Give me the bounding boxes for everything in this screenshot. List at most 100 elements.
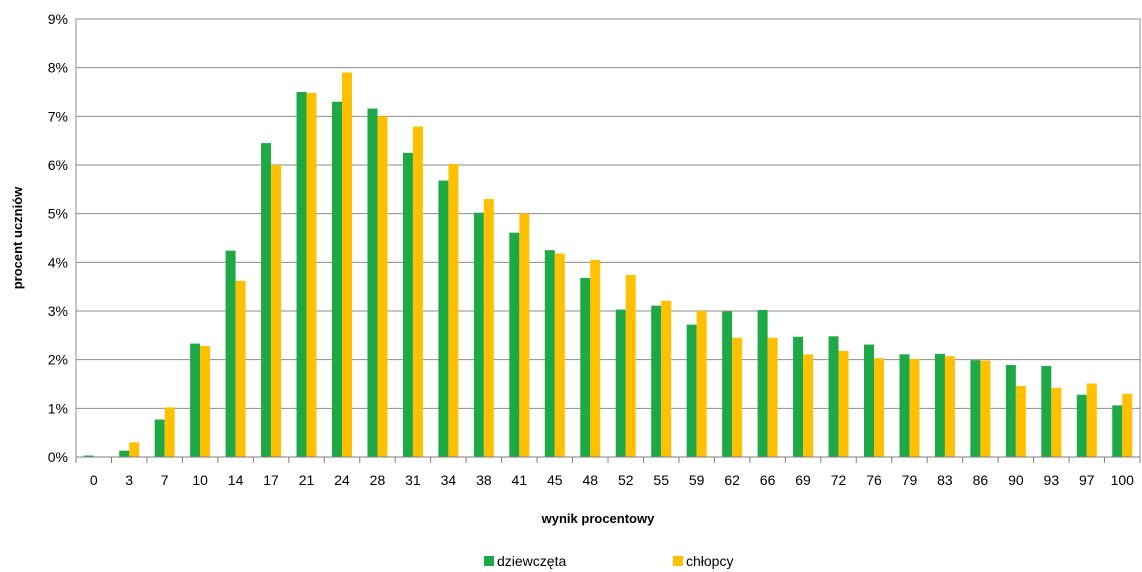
x-tick-label: 52 xyxy=(618,472,634,488)
x-tick-label: 97 xyxy=(1079,472,1095,488)
y-tick-label: 8% xyxy=(48,60,68,76)
x-tick-label: 86 xyxy=(973,472,989,488)
bar-dziewczeta xyxy=(934,353,945,457)
bar-chlopcy xyxy=(554,253,565,457)
bar-dziewczeta xyxy=(1112,405,1123,457)
bar-chlopcy xyxy=(732,337,743,457)
bar-chlopcy xyxy=(1122,393,1133,457)
bar-chlopcy xyxy=(271,165,282,457)
bar-chlopcy xyxy=(519,213,530,457)
x-tick-label: 83 xyxy=(937,472,953,488)
y-tick-label: 4% xyxy=(48,254,68,270)
bar-chlopcy xyxy=(874,358,884,457)
bar-dziewczeta xyxy=(757,310,768,457)
bar-dziewczeta xyxy=(119,450,130,457)
x-tick-label: 24 xyxy=(334,472,350,488)
bar-dziewczeta xyxy=(1005,365,1016,457)
bar-chlopcy xyxy=(1015,385,1026,457)
bar-chlopcy xyxy=(944,356,955,457)
x-tick-label: 41 xyxy=(512,472,528,488)
x-tick-label: 3 xyxy=(125,472,133,488)
x-tick-label: 0 xyxy=(90,472,98,488)
legend-label: dziewczęta xyxy=(497,553,566,569)
bar-chlopcy xyxy=(767,337,778,457)
bar-dziewczeta xyxy=(473,212,484,457)
x-tick-label: 62 xyxy=(724,472,740,488)
x-axis-title: wynik procentowy xyxy=(541,511,655,526)
bar-dziewczeta xyxy=(686,324,697,457)
bar-dziewczeta xyxy=(722,311,733,457)
bar-dziewczeta xyxy=(296,92,307,457)
bar-chlopcy xyxy=(838,350,849,457)
bar-chlopcy xyxy=(200,346,211,457)
bar-dziewczeta xyxy=(261,143,272,457)
bar-dziewczeta xyxy=(651,305,662,457)
legend-label: chłopcy xyxy=(686,553,733,569)
bar-dziewczeta xyxy=(793,336,804,457)
bar-chlopcy xyxy=(306,92,317,458)
bar-dziewczeta xyxy=(332,101,342,457)
bar-chlopcy xyxy=(342,72,352,458)
bar-dziewczeta xyxy=(899,354,910,457)
y-tick-label: 9% xyxy=(48,11,68,27)
bars xyxy=(83,72,1133,458)
legend-swatch xyxy=(484,556,494,566)
bar-chlopcy xyxy=(164,407,175,457)
x-tick-labels: 0 3 7 10 14 17 21 24 28 31 34 38 41 45 48 52 55 59 62 66 69 7… xyxy=(90,472,1134,488)
x-tick-label: 45 xyxy=(547,472,563,488)
x-tick-label: 48 xyxy=(582,472,598,488)
x-tick-label: 10 xyxy=(192,472,208,488)
bar-dziewczeta xyxy=(615,309,626,457)
y-tick-label: 1% xyxy=(48,400,68,416)
x-tick-label: 100 xyxy=(1111,472,1135,488)
bar-chlopcy xyxy=(377,116,388,457)
x-tick-label: 34 xyxy=(441,472,457,488)
bar-dziewczeta xyxy=(509,232,520,457)
bar-chlopcy xyxy=(235,280,246,457)
bar-chlopcy xyxy=(1051,387,1062,457)
axes xyxy=(75,18,1141,463)
x-tick-label: 66 xyxy=(760,472,776,488)
bar-chlopcy xyxy=(980,360,991,457)
legend: dziewczęta chłopcy xyxy=(484,553,733,569)
bar-chlopcy xyxy=(412,126,423,457)
bar-dziewczeta xyxy=(580,277,591,457)
bar-dziewczeta xyxy=(154,419,165,457)
bar-chlopcy xyxy=(448,164,459,457)
y-tick-label: 7% xyxy=(48,108,68,124)
bar-dziewczeta xyxy=(367,108,378,458)
legend-item: chłopcy xyxy=(673,553,733,569)
x-tick-label: 21 xyxy=(299,472,315,488)
bar-chlopcy xyxy=(803,354,814,457)
x-tick-label: 79 xyxy=(902,472,918,488)
bar-dziewczeta xyxy=(1041,365,1052,457)
y-tick-label: 2% xyxy=(48,352,68,368)
x-tick-label: 76 xyxy=(866,472,882,488)
bar-dziewczeta xyxy=(190,343,201,457)
bar-dziewczeta xyxy=(225,250,236,457)
x-tick-label: 28 xyxy=(370,472,386,488)
x-tick-label: 55 xyxy=(653,472,669,488)
y-tick-label: 6% xyxy=(48,157,68,173)
x-tick-label: 72 xyxy=(831,472,847,488)
x-tick-label: 90 xyxy=(1008,472,1024,488)
x-tick-label: 93 xyxy=(1044,472,1060,488)
bar-chlopcy xyxy=(625,274,636,457)
y-tick-label: 3% xyxy=(48,303,68,319)
y-tick-label: 5% xyxy=(48,206,68,222)
bar-dziewczeta xyxy=(438,180,449,457)
bar-chlopcy xyxy=(696,311,707,457)
x-tick-label: 7 xyxy=(161,472,169,488)
bar-dziewczeta xyxy=(1076,394,1087,457)
x-tick-label: 59 xyxy=(689,472,705,488)
y-axis-title: procent uczniów xyxy=(10,186,25,289)
bar-dziewczeta xyxy=(83,455,94,457)
bar-chlopcy xyxy=(909,359,920,457)
bar-chlopcy xyxy=(483,199,494,458)
bar-chlopcy xyxy=(1086,383,1097,457)
x-tick-label: 38 xyxy=(476,472,492,488)
bar-dziewczeta xyxy=(544,250,555,457)
bar-chlopcy xyxy=(590,259,601,457)
